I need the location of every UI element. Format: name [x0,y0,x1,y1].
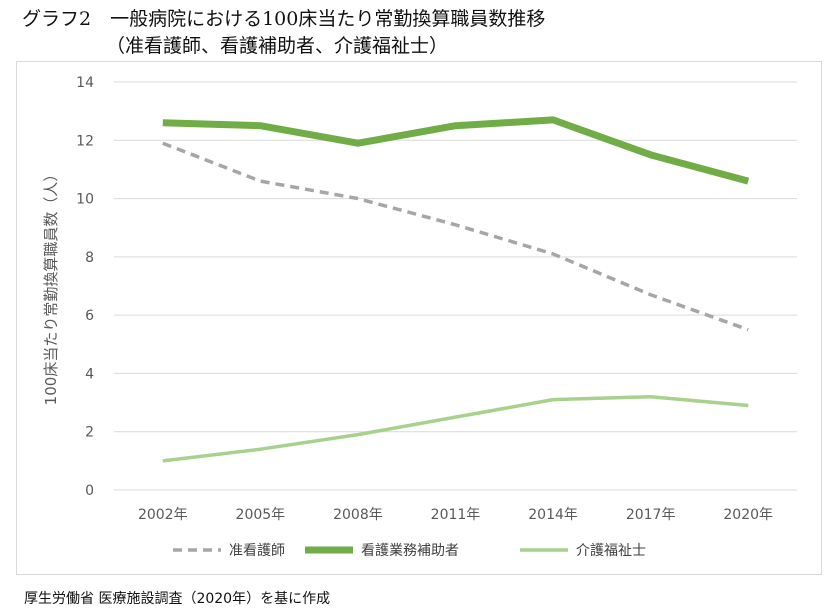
y-tick-label: 2 [85,425,94,441]
y-tick-label: 14 [76,75,94,91]
series-line-3 [162,394,749,463]
x-axis-ticks: 2002年 2005年 2008年 2011年 2014年 2017年 2020年 [138,507,773,523]
chart-frame [16,61,822,575]
series-line-1 [162,141,749,332]
x-tick-label: 2002年 [138,507,188,523]
y-axis-title: 100床当たり常勤換算職員数（人） [42,167,60,406]
y-tick-label: 12 [76,133,94,149]
x-tick-label: 2011年 [431,507,481,523]
chart-title: グラフ2 一般病院における100床当たり常勤換算職員数推移 （准看護師、看護補助… [22,6,545,60]
legend-label-3: 介護福祉士 [576,543,646,559]
legend-label-1: 准看護師 [229,543,285,559]
gridlines [114,81,797,491]
y-tick-label: 6 [85,308,94,324]
chart-title-line2: （准看護師、看護補助者、介護福祉士） [106,35,449,57]
source-note: 厚生労働省 医療施設調査（2020年）を基に作成 [24,591,331,607]
legend: 准看護師 看護業務補助者 介護福祉士 [173,543,646,559]
x-tick-label: 2014年 [528,507,578,523]
y-tick-label: 8 [85,250,94,266]
series-line-2 [162,116,750,185]
x-tick-label: 2008年 [333,507,383,523]
series-lines [162,116,750,463]
x-tick-label: 2020年 [723,507,773,523]
x-tick-label: 2017年 [626,507,676,523]
y-tick-label: 0 [85,483,94,499]
chart-title-line1: グラフ2 一般病院における100床当たり常勤換算職員数推移 [22,8,546,30]
x-tick-label: 2005年 [236,507,286,523]
y-axis-ticks: 0 2 4 6 8 10 12 14 [76,75,94,499]
y-tick-label: 10 [76,192,94,208]
y-tick-label: 4 [85,366,94,382]
legend-label-2: 看護業務補助者 [361,543,459,559]
